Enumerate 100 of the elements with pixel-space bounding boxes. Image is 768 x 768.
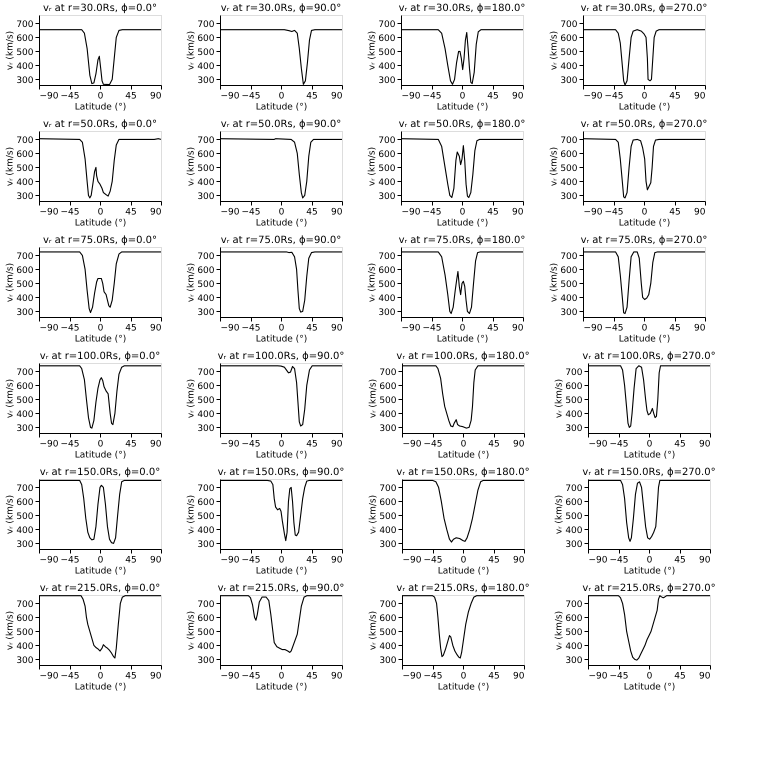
y-tick-label: 600 [378, 34, 396, 44]
y-tick-label: 400 [565, 526, 583, 536]
x-tick-label: 45 [488, 440, 500, 450]
x-tick-label: 45 [306, 440, 318, 450]
y-tick-label: 500 [16, 164, 34, 174]
x-tick-label: 0 [646, 672, 653, 682]
x-axis-title: Latitude (°) [624, 682, 676, 692]
x-tick-label: −45 [60, 440, 80, 450]
x-tick-label: 0 [642, 92, 648, 102]
x-tick-label: −90 [402, 556, 422, 566]
x-tick-label: 45 [487, 324, 499, 334]
y-tick-label: 500 [197, 512, 215, 522]
x-tick-label: 45 [125, 324, 137, 334]
x-tick-label: 90 [331, 672, 343, 682]
chart-title: vᵣ at r=30.0Rs, ϕ=0.0° [42, 3, 158, 14]
x-tick-label: 45 [125, 440, 137, 450]
x-tick-label: −45 [60, 556, 80, 566]
chart-title: vᵣ at r=150.0Rs, ϕ=180.0° [396, 467, 530, 478]
y-axis-title: vᵣ (km/s) [367, 146, 378, 186]
x-axis-title: Latitude (°) [436, 102, 488, 112]
y-tick-label: 300 [565, 540, 583, 550]
x-tick-label: −90 [584, 324, 603, 334]
x-tick-label: −90 [402, 92, 421, 102]
x-axis-title: Latitude (°) [256, 566, 308, 576]
y-tick-label: 700 [197, 600, 215, 610]
x-tick-label: 90 [699, 672, 711, 682]
y-tick-label: 300 [378, 308, 396, 318]
y-tick-label: 500 [560, 280, 578, 290]
y-tick-label: 300 [378, 76, 396, 86]
x-tick-label: 0 [98, 324, 104, 334]
y-axis-title: vᵣ (km/s) [549, 30, 560, 70]
x-tick-label: −90 [40, 672, 59, 682]
y-tick-label: 500 [379, 512, 397, 522]
y-tick-label: 300 [197, 540, 215, 550]
y-tick-label: 700 [378, 252, 396, 262]
y-tick-label: 600 [560, 34, 578, 44]
x-tick-label: 0 [98, 92, 104, 102]
y-tick-label: 700 [560, 136, 578, 146]
x-tick-label: 90 [150, 556, 162, 566]
y-tick-label: 400 [197, 526, 215, 536]
x-tick-label: −45 [60, 324, 80, 334]
x-tick-label: 0 [278, 440, 285, 450]
y-tick-label: 500 [565, 512, 583, 522]
x-tick-label: 45 [306, 92, 318, 102]
x-tick-label: −90 [402, 324, 421, 334]
y-axis-title: vᵣ (km/s) [186, 262, 196, 302]
x-tick-label: 45 [488, 672, 500, 682]
y-tick-label: 600 [16, 498, 34, 508]
y-tick-label: 300 [560, 192, 578, 202]
x-tick-label: −45 [424, 672, 442, 682]
y-tick-label: 500 [378, 164, 396, 174]
y-tick-label: 400 [378, 294, 396, 304]
x-tick-label: 90 [150, 672, 162, 682]
y-tick-label: 700 [379, 600, 397, 610]
y-tick-label: 500 [379, 396, 397, 406]
y-tick-label: 500 [565, 396, 583, 406]
y-tick-label: 500 [197, 396, 215, 406]
x-tick-label: 0 [98, 556, 104, 566]
y-tick-label: 700 [16, 368, 34, 378]
x-tick-label: 90 [331, 92, 343, 102]
y-axis-title: vᵣ (km/s) [367, 262, 378, 302]
x-tick-label: 45 [125, 556, 137, 566]
y-axis-title: vᵣ (km/s) [554, 610, 564, 650]
x-axis-title: Latitude (°) [74, 682, 126, 692]
y-tick-label: 300 [197, 656, 215, 666]
chart-title: vᵣ at r=100.0Rs, ϕ=0.0° [40, 351, 160, 362]
x-tick-label: 45 [306, 672, 318, 682]
chart-title: vᵣ at r=50.0Rs, ϕ=180.0° [398, 119, 526, 130]
x-axis-title: Latitude (°) [256, 450, 308, 460]
x-axis-title: Latitude (°) [74, 102, 126, 112]
x-axis-title: Latitude (°) [438, 566, 490, 576]
x-tick-label: −90 [588, 556, 608, 566]
x-tick-label: −45 [60, 672, 80, 682]
x-axis-title: Latitude (°) [624, 566, 676, 576]
y-tick-label: 600 [560, 266, 578, 276]
x-tick-label: 0 [98, 208, 104, 218]
y-axis-title: vᵣ (km/s) [549, 146, 560, 186]
x-tick-label: −90 [220, 324, 240, 334]
x-tick-label: 45 [125, 672, 137, 682]
y-tick-label: 700 [197, 252, 215, 262]
x-tick-label: −90 [588, 440, 608, 450]
y-tick-label: 500 [16, 280, 34, 290]
x-tick-label: 90 [512, 92, 524, 102]
y-tick-label: 500 [16, 48, 34, 58]
y-tick-label: 600 [565, 614, 583, 624]
y-axis-title: vᵣ (km/s) [5, 262, 16, 302]
y-tick-label: 600 [378, 150, 396, 160]
x-axis-title: Latitude (°) [256, 334, 308, 344]
y-tick-label: 700 [379, 368, 397, 378]
chart-title: vᵣ at r=75.0Rs, ϕ=0.0° [42, 235, 158, 246]
y-tick-label: 600 [379, 382, 397, 392]
x-tick-label: −45 [424, 440, 442, 450]
chart-title: vᵣ at r=150.0Rs, ϕ=90.0° [218, 467, 344, 478]
y-tick-label: 300 [16, 540, 34, 550]
x-tick-label: −45 [610, 556, 628, 566]
y-tick-label: 400 [565, 642, 583, 652]
y-tick-label: 500 [560, 164, 578, 174]
chart-title: vᵣ at r=75.0Rs, ϕ=180.0° [398, 235, 526, 246]
x-tick-label: 90 [699, 556, 711, 566]
y-tick-label: 400 [16, 526, 34, 536]
